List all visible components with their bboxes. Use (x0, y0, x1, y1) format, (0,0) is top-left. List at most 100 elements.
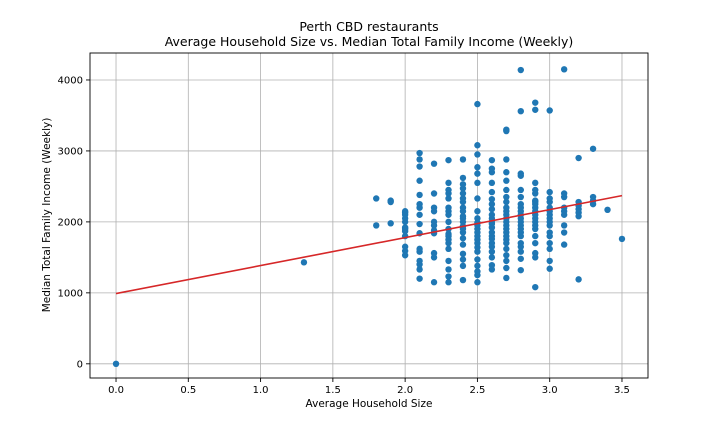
data-point (459, 181, 467, 188)
data-point (488, 165, 496, 172)
data-point (474, 164, 481, 171)
data-point (459, 156, 467, 163)
data-point (488, 179, 496, 187)
data-point (560, 241, 568, 248)
data-point (503, 177, 510, 184)
y-tick-label: 1000 (58, 288, 83, 299)
data-point (445, 230, 452, 238)
data-point (430, 190, 438, 197)
data-point (416, 177, 423, 184)
x-tick-label: 3.0 (542, 385, 558, 396)
data-point (488, 205, 496, 213)
data-point (517, 200, 524, 208)
data-point (532, 179, 539, 187)
data-point (459, 276, 467, 284)
data-point (112, 360, 120, 368)
data-point (445, 204, 452, 211)
data-point (503, 252, 510, 259)
data-point (430, 279, 438, 286)
data-point (445, 156, 452, 164)
plot-area: 0.0 0.5 1.0 1.5 2.0 2.5 3.0 3.5 0 1000 2000 3000 400… (58, 52, 649, 396)
data-point (532, 198, 539, 206)
data-point (474, 142, 481, 149)
data-point (401, 243, 409, 250)
data-point (300, 259, 308, 266)
data-point (532, 239, 539, 247)
data-point (503, 169, 510, 176)
y-tick-label: 2000 (58, 217, 83, 228)
data-point (517, 66, 524, 74)
data-point (546, 239, 553, 247)
data-point (430, 204, 438, 211)
data-point (503, 257, 510, 265)
data-point (459, 250, 467, 258)
data-point (532, 232, 539, 240)
data-point (618, 235, 626, 243)
data-point (503, 274, 510, 282)
data-point (416, 257, 423, 265)
data-point (503, 193, 510, 201)
data-point (560, 222, 568, 229)
data-point (488, 229, 496, 236)
data-point (575, 154, 582, 162)
data-point (416, 200, 423, 208)
data-point (546, 188, 553, 196)
data-point (503, 126, 510, 133)
data-point (488, 188, 496, 196)
y-tick-label: 0 (77, 359, 83, 370)
data-point (416, 163, 423, 170)
data-point (488, 195, 496, 203)
data-point (517, 186, 524, 194)
data-point (474, 179, 481, 187)
data-point (503, 264, 510, 272)
data-point (416, 149, 423, 157)
data-point (532, 106, 539, 113)
data-point (488, 200, 496, 208)
data-point (589, 145, 597, 152)
data-point (416, 245, 423, 253)
data-point (503, 245, 510, 253)
chart-subtitle: Average Household Size vs. Median Total … (165, 34, 574, 49)
data-point (459, 174, 467, 182)
data-point (387, 220, 394, 227)
data-point (474, 195, 481, 202)
data-point (445, 279, 452, 286)
data-point (589, 193, 597, 201)
data-point (532, 186, 539, 194)
data-point (430, 249, 438, 257)
data-point (503, 204, 510, 211)
data-point (503, 186, 510, 194)
data-point (416, 266, 423, 273)
data-point (416, 211, 423, 218)
data-point (560, 229, 568, 236)
data-point (546, 107, 553, 114)
data-point (503, 198, 510, 206)
data-point (459, 235, 467, 242)
data-point (546, 229, 553, 236)
x-axis-label: Average Household Size (306, 398, 433, 410)
data-point (560, 66, 568, 73)
data-point (517, 193, 524, 201)
data-point (445, 179, 452, 187)
axes-frame (89, 52, 649, 379)
data-point (459, 195, 467, 202)
data-point (532, 283, 539, 291)
y-tick-label: 3000 (58, 146, 83, 157)
data-point (445, 273, 452, 280)
data-point (459, 262, 467, 270)
data-point (474, 100, 481, 108)
data-point (416, 220, 423, 228)
data-point (474, 262, 481, 270)
data-point (445, 257, 452, 265)
data-point (445, 245, 452, 253)
plot-background (90, 53, 648, 378)
data-point (575, 276, 582, 283)
x-tick-label: 3.5 (614, 385, 630, 396)
data-point (459, 213, 467, 220)
data-point (401, 224, 409, 231)
data-point (546, 195, 553, 202)
data-point (474, 170, 481, 177)
data-point (430, 160, 438, 167)
data-point (517, 266, 524, 274)
